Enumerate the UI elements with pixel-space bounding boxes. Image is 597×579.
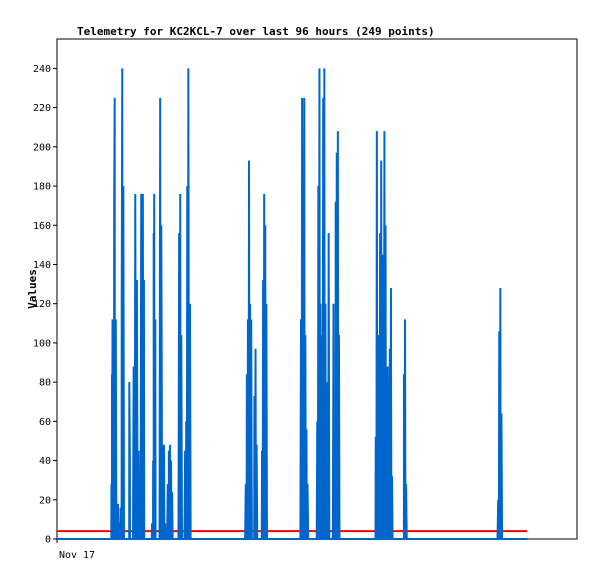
y-tick-label: 120 bbox=[33, 299, 51, 310]
y-tick-label: 100 bbox=[33, 338, 51, 349]
y-tick-label: 40 bbox=[39, 456, 51, 467]
y-tick-label: 180 bbox=[33, 182, 51, 193]
chart-title: Telemetry for KC2KCL-7 over last 96 hour… bbox=[77, 25, 435, 38]
y-tick-label: 20 bbox=[39, 495, 51, 506]
y-tick-label: 0 bbox=[45, 535, 51, 546]
y-tick-label: 60 bbox=[39, 417, 51, 428]
y-tick-label: 140 bbox=[33, 260, 51, 271]
blue-series-line bbox=[57, 68, 528, 540]
series-layer bbox=[57, 68, 528, 540]
y-tick-label: 240 bbox=[33, 64, 51, 75]
y-tick-label: 80 bbox=[39, 378, 51, 389]
y-tick-label: 160 bbox=[33, 221, 51, 232]
y-axis: 0 20 40 60 80 100 120 140 160 180 200 220 240 bbox=[33, 64, 57, 546]
y-tick-label: 220 bbox=[33, 103, 51, 114]
x-axis: Nov 17 bbox=[56, 539, 95, 561]
x-tick-label: Nov 17 bbox=[59, 550, 95, 561]
y-tick-label: 200 bbox=[33, 142, 51, 153]
y-axis-label: Values bbox=[26, 269, 39, 309]
